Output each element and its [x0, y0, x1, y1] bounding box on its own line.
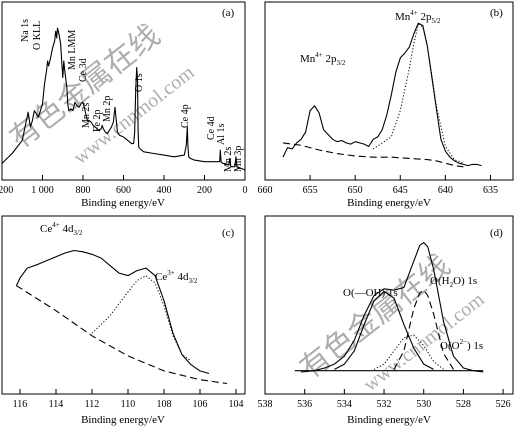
annot-mn-3p: Mn 3p	[233, 146, 244, 172]
x-tick-label: 800	[76, 185, 91, 196]
x-tick-label: 400	[157, 185, 172, 196]
x-tick-label: 538	[258, 399, 273, 410]
panel-b: (b) 660 655 650 645 640 635 Binding energy/eV…	[258, 1, 514, 209]
annot-mn4-2p32: Mn4+ 2p3/2	[300, 51, 346, 67]
x-tick-label: 645	[393, 185, 408, 196]
annot-o-1s: O 1s	[134, 73, 145, 92]
panel-d-frame	[264, 215, 514, 395]
panel-a-annotations: Na 1s O KLL Mn LMM Ce 3d Mn 2s Fe 2p Mn …	[20, 19, 244, 172]
series-line-solid	[15, 249, 210, 375]
panel-d-label: (d)	[490, 227, 503, 239]
x-tick-label: 655	[303, 185, 318, 196]
x-tick-label: 108	[157, 399, 172, 410]
panel-c-frame	[1, 215, 246, 395]
panel-a-xlabel: Binding energy/eV	[81, 197, 165, 209]
panel-d-series	[294, 242, 484, 373]
panel-d-ticks: 538 536 534 532 530 528 526	[258, 389, 511, 410]
panel-d-xlabel: Binding energy/eV	[347, 414, 431, 426]
series-line-dashed	[282, 142, 464, 168]
panel-a-series	[1, 27, 246, 171]
series-line-dashed	[393, 289, 454, 370]
annot-o-o2-1s: O(O2−) 1s	[440, 338, 483, 352]
annot-ce-3d: Ce 3d	[78, 58, 89, 82]
x-tick-label: 526	[496, 399, 511, 410]
panel-d: (d) 538 536 534 532 530 528 526 Binding energy…	[258, 215, 514, 426]
annot-ce-4d: Ce 4d	[206, 116, 217, 140]
x-tick-label: 200	[197, 185, 212, 196]
x-tick-label: 528	[456, 399, 471, 410]
x-tick-label: 116	[13, 399, 28, 410]
series-line-dashed	[16, 285, 228, 385]
x-tick-label: 650	[348, 185, 363, 196]
x-tick-label: 112	[85, 399, 100, 410]
series-line-dotted	[373, 334, 444, 370]
x-tick-label: 536	[297, 399, 312, 410]
panel-c-label: (c)	[222, 227, 235, 239]
x-tick-label: 530	[416, 399, 431, 410]
annot-na-1s: Na 1s	[20, 19, 31, 42]
annot-fe-2p: Fe 2p	[92, 110, 103, 133]
series-line-solid	[300, 242, 484, 373]
series-line-dotted	[91, 275, 192, 362]
annot-o-oh-1s: O(—OH) 1s	[343, 287, 398, 299]
x-tick-label: 532	[377, 399, 392, 410]
annot-mn4-2p52: Mn4+ 2p5/2	[395, 9, 441, 25]
annot-ce-4p: Ce 4p	[180, 104, 191, 128]
annot-ce3-4d32: Ce3+ 4d3/2	[155, 269, 198, 285]
panel-b-series	[282, 22, 482, 168]
series-line-solid	[282, 22, 482, 167]
x-tick-label: 106	[193, 399, 208, 410]
panel-a-label: (a)	[222, 7, 235, 19]
series-line-solid	[334, 290, 434, 370]
annot-mn-2s: Mn 2s	[81, 103, 92, 128]
x-tick-label: 635	[483, 185, 498, 196]
panel-c-series	[15, 249, 228, 385]
annot-ce4-4d32: Ce4+ 4d3/2	[40, 221, 83, 237]
annot-o-kll: O KLL	[32, 21, 43, 50]
annot-mn-lmm: Mn LMM	[67, 30, 78, 70]
series-line-solid	[1, 27, 246, 171]
panel-b-xlabel: Binding energy/eV	[347, 197, 431, 209]
x-tick-label: 0	[243, 185, 248, 196]
panel-b-ticks: 660 655 650 645 640 635	[258, 175, 498, 196]
x-tick-label: 104	[229, 399, 244, 410]
x-tick-label: 110	[121, 399, 136, 410]
annot-mn-2p: Mn 2p	[102, 96, 113, 122]
annot-o-h2o-1s: O(H2O) 1s	[430, 275, 477, 289]
panel-b-label: (b)	[490, 7, 503, 19]
panel-c: (c) 116 114 112 110 108 106 104 Binding energy…	[1, 215, 246, 426]
annot-al-1s: Al 1s	[216, 124, 227, 146]
x-tick-label: 640	[438, 185, 453, 196]
x-tick-label: 1 000	[31, 185, 54, 196]
annot-mn-2s-low: Mn 2s	[223, 147, 234, 172]
x-tick-label: 534	[337, 399, 352, 410]
panel-a: (a) 1 200 1 000 800 600 400 200 0 Binding ener…	[0, 1, 248, 209]
x-tick-label: 660	[258, 185, 273, 196]
x-tick-label: 600	[116, 185, 131, 196]
panel-b-frame	[264, 1, 514, 181]
panel-a-ticks: 1 200 1 000 800 600 400 200 0	[0, 175, 248, 196]
x-tick-label: 1 200	[0, 185, 13, 196]
x-tick-label: 114	[49, 399, 64, 410]
panel-c-xlabel: Binding energy/eV	[81, 414, 165, 426]
panel-c-ticks: 116 114 112 110 108 106 104	[13, 389, 244, 410]
